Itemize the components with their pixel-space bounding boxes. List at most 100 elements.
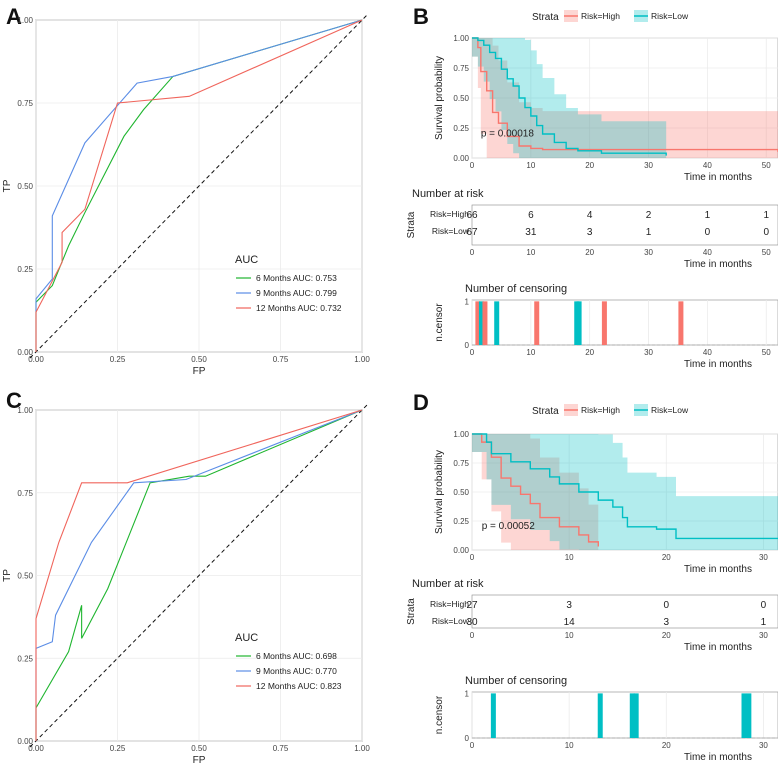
y-tick-label: 0.50	[453, 488, 469, 497]
y-tick-label: 0.00	[17, 737, 33, 746]
y-tick-label: 1.00	[17, 406, 33, 415]
y-axis-label: n.censor	[434, 695, 445, 734]
x-tick-label: 40	[703, 248, 712, 257]
chart-layer: 0.000.000.250.250.500.500.750.751.001.00…	[2, 10, 778, 766]
y-tick-label: 0.00	[17, 348, 33, 357]
y-tick-label: 0.75	[17, 489, 33, 498]
censor-bar	[478, 301, 484, 345]
confidence-band	[472, 434, 599, 550]
x-axis-label: Time in months	[684, 564, 752, 575]
x-tick-label: 20	[585, 348, 594, 357]
y-tick-label: 0.50	[453, 94, 469, 103]
risk-count: 0	[705, 227, 711, 238]
y-tick-label: 0.00	[453, 546, 469, 555]
x-tick-label: 0.75	[273, 355, 289, 364]
x-tick-label: 10	[565, 631, 574, 640]
censor-bar	[494, 301, 500, 345]
x-tick-label: 0	[470, 553, 475, 562]
y-axis-label: Strata	[406, 211, 417, 238]
risk-count: 1	[763, 210, 769, 221]
legend-label: Risk=High	[581, 405, 620, 415]
roc-series-line	[35, 409, 363, 741]
risk-table-title: Number at risk	[412, 578, 484, 590]
censor-bar	[534, 301, 540, 345]
x-tick-label: 30	[644, 348, 653, 357]
y-tick-label: 1.00	[453, 430, 469, 439]
censor-bar	[597, 693, 603, 738]
y-tick-label: 0.75	[453, 459, 469, 468]
censor-bar	[741, 693, 747, 738]
x-tick-label: 0.25	[110, 355, 126, 364]
y-tick-label: 0.25	[17, 654, 33, 663]
censor-title: Number of censoring	[465, 675, 567, 687]
risk-table-title: Number at risk	[412, 188, 484, 200]
risk-count: 4	[587, 210, 593, 221]
y-axis-label: n.censor	[434, 303, 445, 342]
risk-row-label: Risk=High	[430, 599, 469, 609]
x-tick-label: 30	[759, 631, 768, 640]
x-tick-label: 50	[762, 348, 771, 357]
risk-row-label: Risk=High	[430, 209, 469, 219]
risk-count: 3	[587, 227, 593, 238]
risk-count: 14	[564, 617, 576, 628]
x-tick-label: 10	[565, 741, 574, 750]
roc-series-line	[35, 409, 363, 741]
y-tick-label: 0.25	[453, 124, 469, 133]
x-tick-label: 0	[470, 741, 475, 750]
x-tick-label: 40	[703, 348, 712, 357]
legend-title: AUC	[235, 254, 258, 266]
diagonal-reference-line	[29, 13, 369, 359]
x-tick-label: 0	[470, 348, 475, 357]
risk-count: 2	[646, 210, 652, 221]
x-tick-label: 50	[762, 248, 771, 257]
risk-count: 31	[525, 227, 537, 238]
y-tick-label: 1	[465, 689, 470, 698]
y-axis-label: Survival probability	[434, 56, 445, 140]
risk-count: 3	[566, 600, 572, 611]
y-tick-label: 0.75	[453, 64, 469, 73]
x-tick-label: 40	[703, 161, 712, 170]
p-value: p = 0.00052	[482, 521, 536, 532]
risk-count: 30	[466, 617, 478, 628]
confidence-band	[472, 38, 667, 158]
x-tick-label: 30	[759, 741, 768, 750]
x-tick-label: 0.50	[191, 744, 207, 753]
legend-label: Risk=Low	[651, 11, 689, 21]
legend-title: Strata	[532, 406, 559, 417]
y-axis-label: Survival probability	[434, 450, 445, 534]
panel-label-d: D	[413, 390, 429, 415]
y-tick-label: 0.50	[17, 182, 33, 191]
x-tick-label: 10	[526, 348, 535, 357]
risk-count: 1	[646, 227, 652, 238]
censor-bar	[482, 301, 488, 345]
y-tick-label: 1	[465, 297, 470, 306]
y-tick-label: 0	[465, 341, 470, 350]
y-axis-label: TP	[2, 179, 13, 192]
roc-series-line	[35, 409, 363, 741]
y-tick-label: 0.50	[17, 572, 33, 581]
x-tick-label: 0.75	[273, 744, 289, 753]
y-tick-label: 0.25	[453, 517, 469, 526]
x-axis-label: Time in months	[684, 359, 752, 370]
roc-series-line	[35, 19, 363, 352]
risk-row-label: Risk=Low	[432, 226, 470, 236]
survival-curve	[472, 37, 667, 156]
censor-bar	[475, 301, 481, 345]
risk-count: 67	[466, 227, 478, 238]
y-tick-label: 1.00	[17, 16, 33, 25]
y-tick-label: 0.75	[17, 99, 33, 108]
legend-label: Risk=High	[581, 11, 620, 21]
survival-curve	[472, 433, 778, 540]
x-tick-label: 20	[662, 631, 671, 640]
x-axis-label: Time in months	[684, 752, 752, 763]
risk-row-label: Risk=Low	[432, 616, 470, 626]
x-tick-label: 0.00	[28, 355, 44, 364]
x-tick-label: 10	[526, 248, 535, 257]
legend-label: 12 Months AUC: 0.823	[256, 681, 342, 691]
y-tick-label: 0.25	[17, 265, 33, 274]
legend-label: 6 Months AUC: 0.698	[256, 651, 337, 661]
survival-curve	[472, 37, 778, 152]
legend-label: 9 Months AUC: 0.799	[256, 288, 337, 298]
censor-bar	[490, 693, 496, 738]
legend-title: AUC	[235, 632, 258, 644]
